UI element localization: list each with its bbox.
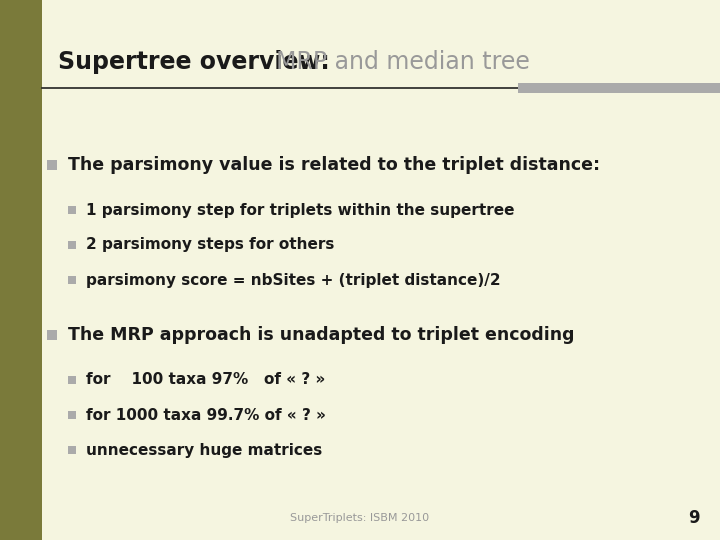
Bar bbox=[47, 160, 57, 170]
Text: MRP and median tree: MRP and median tree bbox=[276, 50, 530, 74]
Bar bbox=[68, 446, 76, 454]
Bar bbox=[68, 376, 76, 384]
Text: 2 parsimony steps for others: 2 parsimony steps for others bbox=[86, 238, 334, 253]
Text: The MRP approach is unadapted to triplet encoding: The MRP approach is unadapted to triplet… bbox=[68, 326, 575, 344]
Text: Supertree overview:: Supertree overview: bbox=[58, 50, 338, 74]
Bar bbox=[68, 206, 76, 214]
Bar bbox=[47, 330, 57, 340]
Text: parsimony score = nbSites + (triplet distance)/2: parsimony score = nbSites + (triplet dis… bbox=[86, 273, 500, 287]
Text: The parsimony value is related to the triplet distance:: The parsimony value is related to the tr… bbox=[68, 156, 600, 174]
Bar bbox=[518, 83, 720, 93]
Bar bbox=[0, 0, 42, 540]
Text: for    100 taxa 97%   of « ? »: for 100 taxa 97% of « ? » bbox=[86, 373, 325, 388]
Bar bbox=[68, 241, 76, 249]
Bar bbox=[68, 276, 76, 284]
Text: 9: 9 bbox=[688, 509, 700, 527]
Bar bbox=[68, 411, 76, 419]
Text: SuperTriplets: ISBM 2010: SuperTriplets: ISBM 2010 bbox=[290, 513, 430, 523]
Text: 1 parsimony step for triplets within the supertree: 1 parsimony step for triplets within the… bbox=[86, 202, 515, 218]
Text: for 1000 taxa 99.7% of « ? »: for 1000 taxa 99.7% of « ? » bbox=[86, 408, 326, 422]
Text: unnecessary huge matrices: unnecessary huge matrices bbox=[86, 442, 323, 457]
